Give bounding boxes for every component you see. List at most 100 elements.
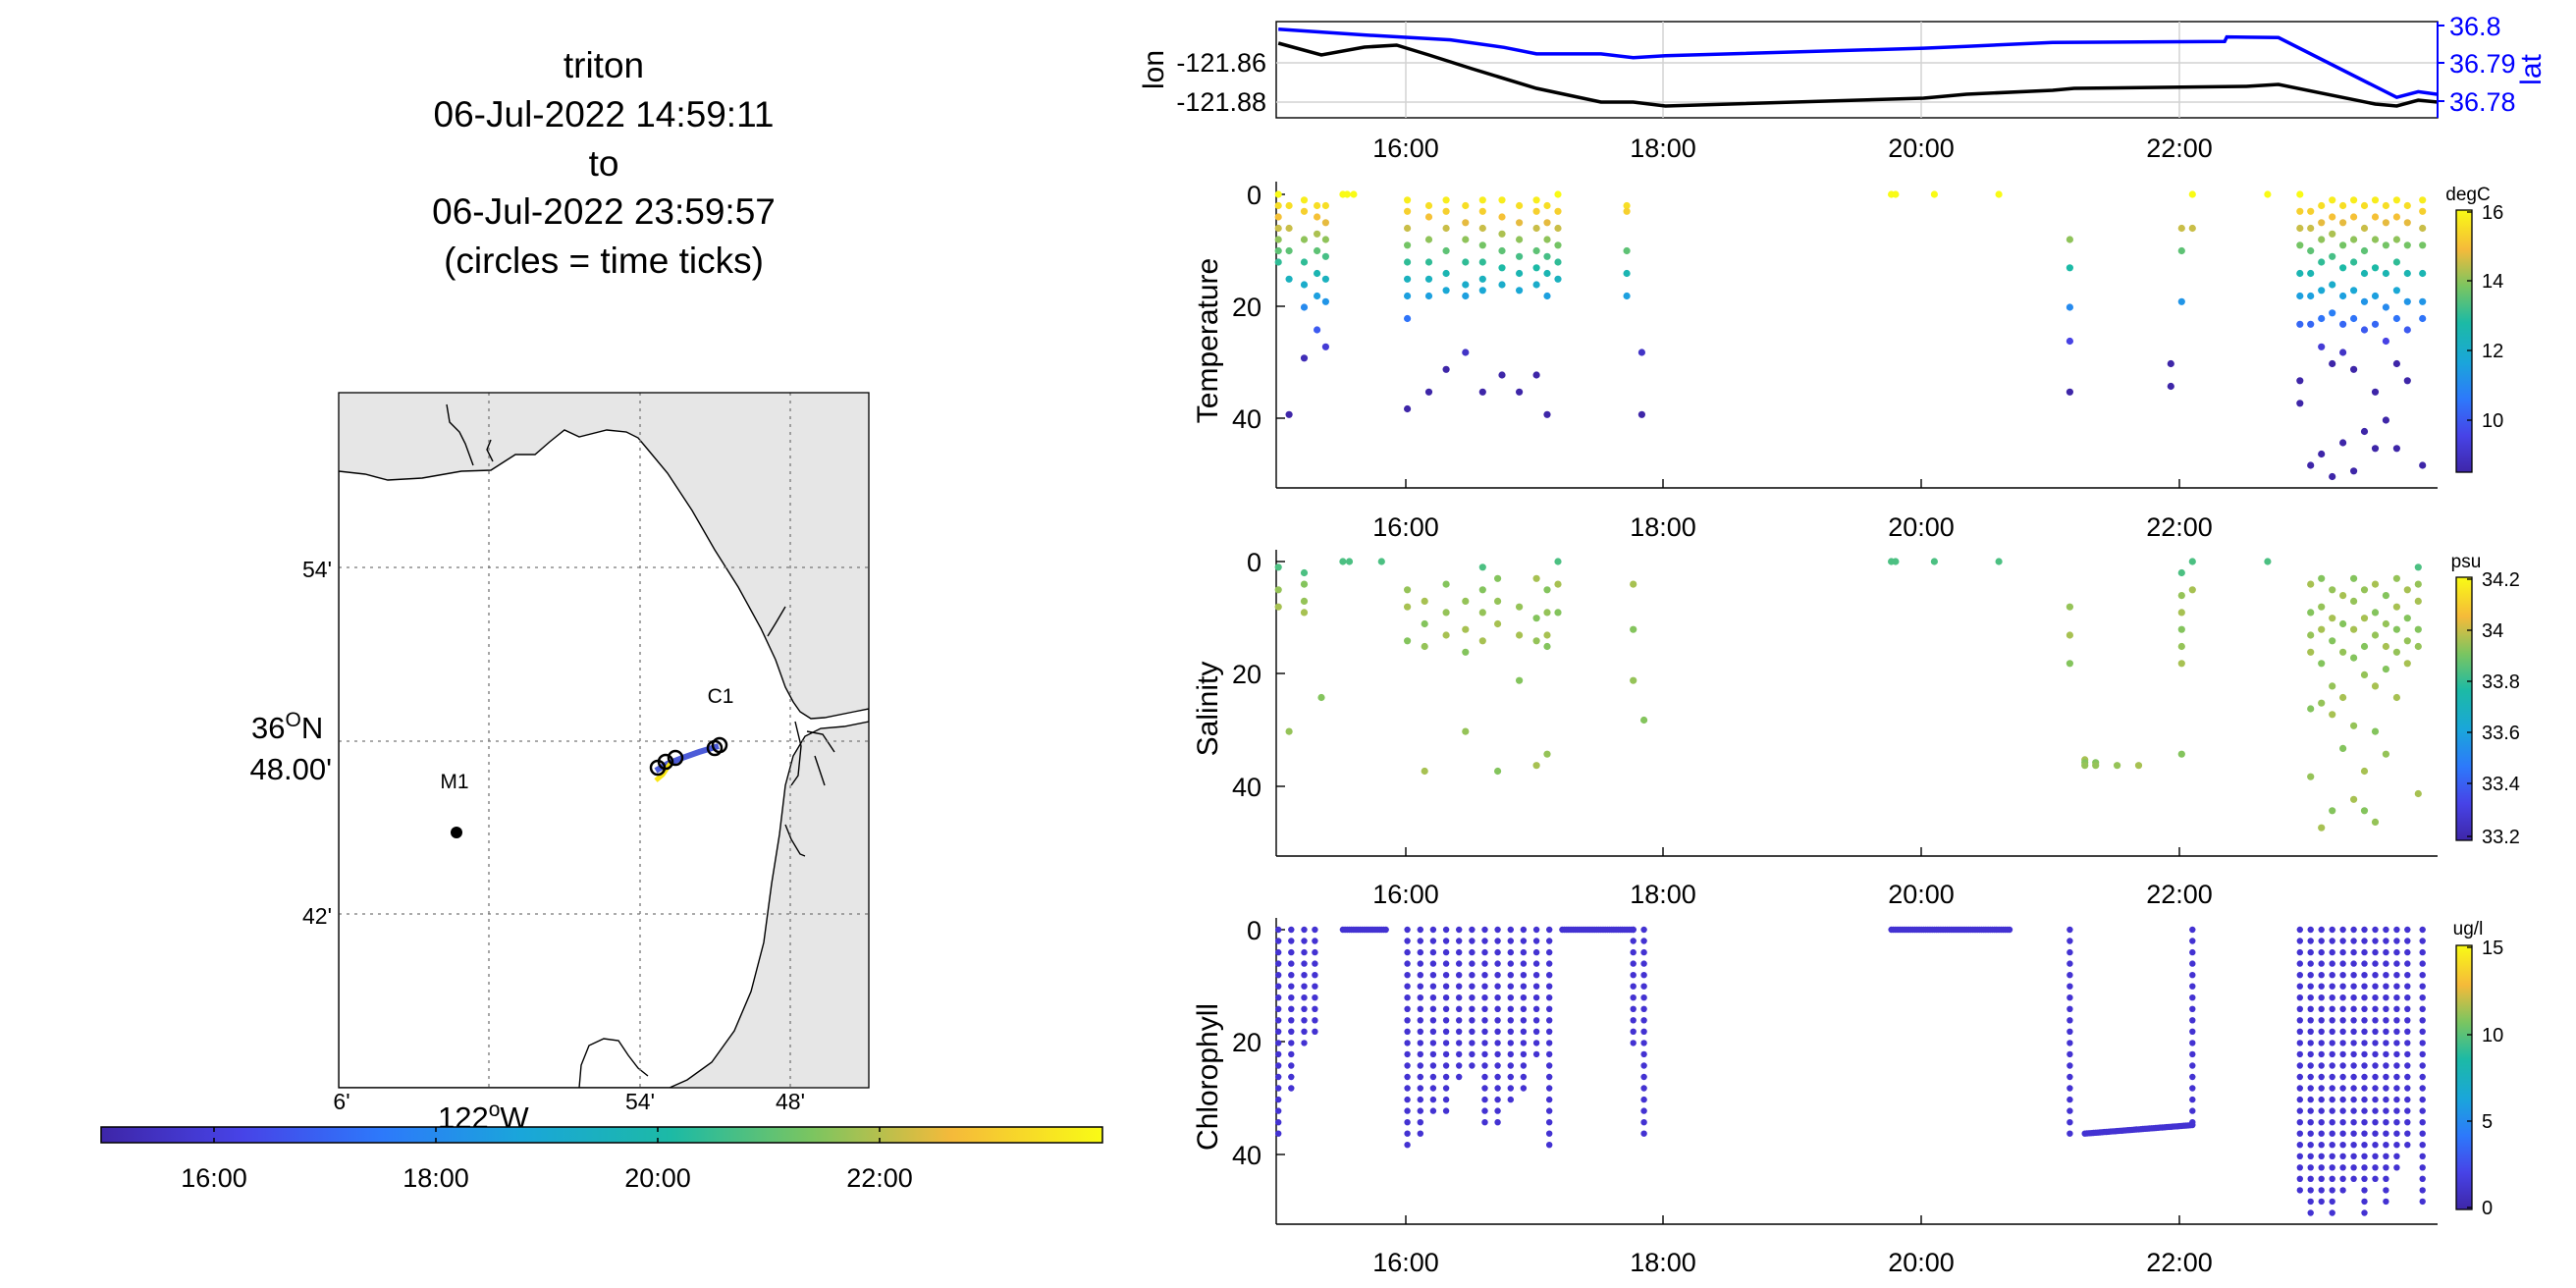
temperature-point <box>1516 287 1524 295</box>
chlorophyll-point <box>1417 926 1424 934</box>
temperature-point <box>2339 320 2347 328</box>
chlorophyll-point <box>2419 1073 2426 1081</box>
chlorophyll-point <box>1275 972 1282 979</box>
temperature-point <box>2296 320 2304 328</box>
temperature-point <box>2350 287 2358 295</box>
time-colorbar-tick: 16:00 <box>181 1163 247 1193</box>
temperature-point <box>1498 264 1506 272</box>
chlorophyll-point <box>1507 1073 1515 1081</box>
chlorophyll-point <box>1494 1073 1501 1081</box>
chlorophyll-point <box>1546 994 1553 1001</box>
chlorophyll-point <box>1288 1028 1295 1036</box>
chlorophyll-point <box>1469 1040 1476 1046</box>
temperature-point <box>2419 242 2427 249</box>
salinity-colorbar-tick: 33.4 <box>2482 774 2520 795</box>
chlorophyll-point <box>1481 983 1488 990</box>
temperature-point <box>1424 258 1433 266</box>
chlorophyll-point <box>1442 1073 1450 1081</box>
temperature-point <box>2419 196 2427 204</box>
chlorophyll-point <box>2419 1187 2426 1194</box>
temperature-point <box>2318 258 2326 266</box>
chlorophyll-point <box>1494 994 1501 1001</box>
chlorophyll-point <box>1275 1096 1282 1103</box>
temperature-point <box>1554 207 1562 215</box>
temperature-point <box>1532 224 1540 233</box>
salinity-point <box>1494 597 1502 606</box>
salinity-point <box>2392 625 2400 633</box>
temperature-point <box>2371 196 2380 204</box>
salinity-point <box>1630 580 1637 588</box>
temperature-point <box>2371 320 2380 328</box>
chlorophyll-point <box>2350 1062 2357 1069</box>
temperature-point <box>2307 246 2315 255</box>
chlorophyll-point <box>2189 1017 2196 1024</box>
temperature-point <box>1462 281 1470 289</box>
chlorophyll-point <box>1312 1028 1318 1036</box>
chlorophyll-point <box>2329 938 2335 944</box>
temperature-point <box>1543 269 1551 278</box>
chlorophyll-point <box>2066 994 2073 1001</box>
temperature-point <box>1478 388 1486 396</box>
salinity-point <box>1285 727 1293 735</box>
chlorophyll-point <box>2393 1062 2400 1069</box>
temperature-point <box>2177 297 2185 305</box>
temperature-point <box>2360 427 2369 436</box>
chlorophyll-point <box>1275 1119 1282 1126</box>
chlorophyll-point <box>2383 948 2389 956</box>
temperature-point <box>1274 190 1282 198</box>
chlorophyll-point <box>1640 1050 1647 1058</box>
chlorophyll-point <box>2189 1085 2196 1092</box>
chlorophyll-point <box>1494 1096 1501 1103</box>
salinity-point <box>2081 762 2089 770</box>
chlorophyll-point <box>1429 1096 1437 1103</box>
chlorophyll-point <box>2404 948 2411 956</box>
chlorophyll-point <box>2296 972 2303 979</box>
chlorophyll-point <box>2361 1175 2368 1183</box>
chlorophyll-point <box>2189 938 2196 944</box>
temperature-point <box>2188 190 2196 198</box>
chlorophyll-point <box>1312 983 1318 990</box>
temperature-point <box>1516 388 1524 396</box>
temperature-point <box>1462 201 1470 210</box>
chlorophyll-point <box>2296 1119 2303 1126</box>
chlorophyll-point <box>1442 1050 1450 1058</box>
chlorophyll-point <box>2350 1050 2357 1058</box>
temperature-point <box>2296 400 2304 407</box>
chlorophyll-point <box>1404 960 1411 967</box>
salinity-point <box>2360 767 2369 776</box>
chlorophyll-point <box>2404 1096 2411 1103</box>
salinity-point <box>2360 586 2369 594</box>
chlorophyll-point <box>2066 948 2073 956</box>
chlorophyll-point <box>1429 948 1437 956</box>
chlorophyll-point <box>2404 983 2411 990</box>
chlorophyll-point <box>1429 1040 1437 1046</box>
temperature-point <box>1300 281 1309 289</box>
chlorophyll-point <box>1532 948 1540 956</box>
temperature-point <box>2307 461 2315 469</box>
chlorophyll-point <box>2189 960 2196 967</box>
temperature-points <box>1274 190 2427 481</box>
chlorophyll-point <box>2361 926 2368 934</box>
chlorophyll-point <box>1630 938 1637 944</box>
chlorophyll-point <box>1507 948 1515 956</box>
chlorophyll-point <box>1417 972 1424 979</box>
chlorophyll-point <box>2307 1085 2314 1092</box>
chlorophyll-point <box>1456 994 1463 1001</box>
chlorophyll-point <box>1404 1085 1411 1092</box>
chlorophyll-point <box>1442 960 1450 967</box>
chlorophyll-colorbar-tick: 5 <box>2482 1111 2493 1133</box>
temperature-point <box>2188 224 2196 233</box>
chlorophyll-point <box>2383 1073 2389 1081</box>
temperature-point <box>1285 201 1293 210</box>
chlorophyll-point <box>1494 926 1501 934</box>
chlorophyll-point <box>2361 1050 2368 1058</box>
chlorophyll-point <box>2383 1005 2389 1013</box>
chlorophyll-point <box>2419 1130 2426 1137</box>
chlorophyll-point <box>2372 1040 2379 1046</box>
chlorophyll-point <box>1417 1107 1424 1114</box>
salinity-point <box>1345 558 1354 565</box>
chlorophyll-point <box>2350 1130 2357 1137</box>
chlorophyll-point <box>2307 1096 2314 1103</box>
temperature-point <box>2329 309 2336 317</box>
